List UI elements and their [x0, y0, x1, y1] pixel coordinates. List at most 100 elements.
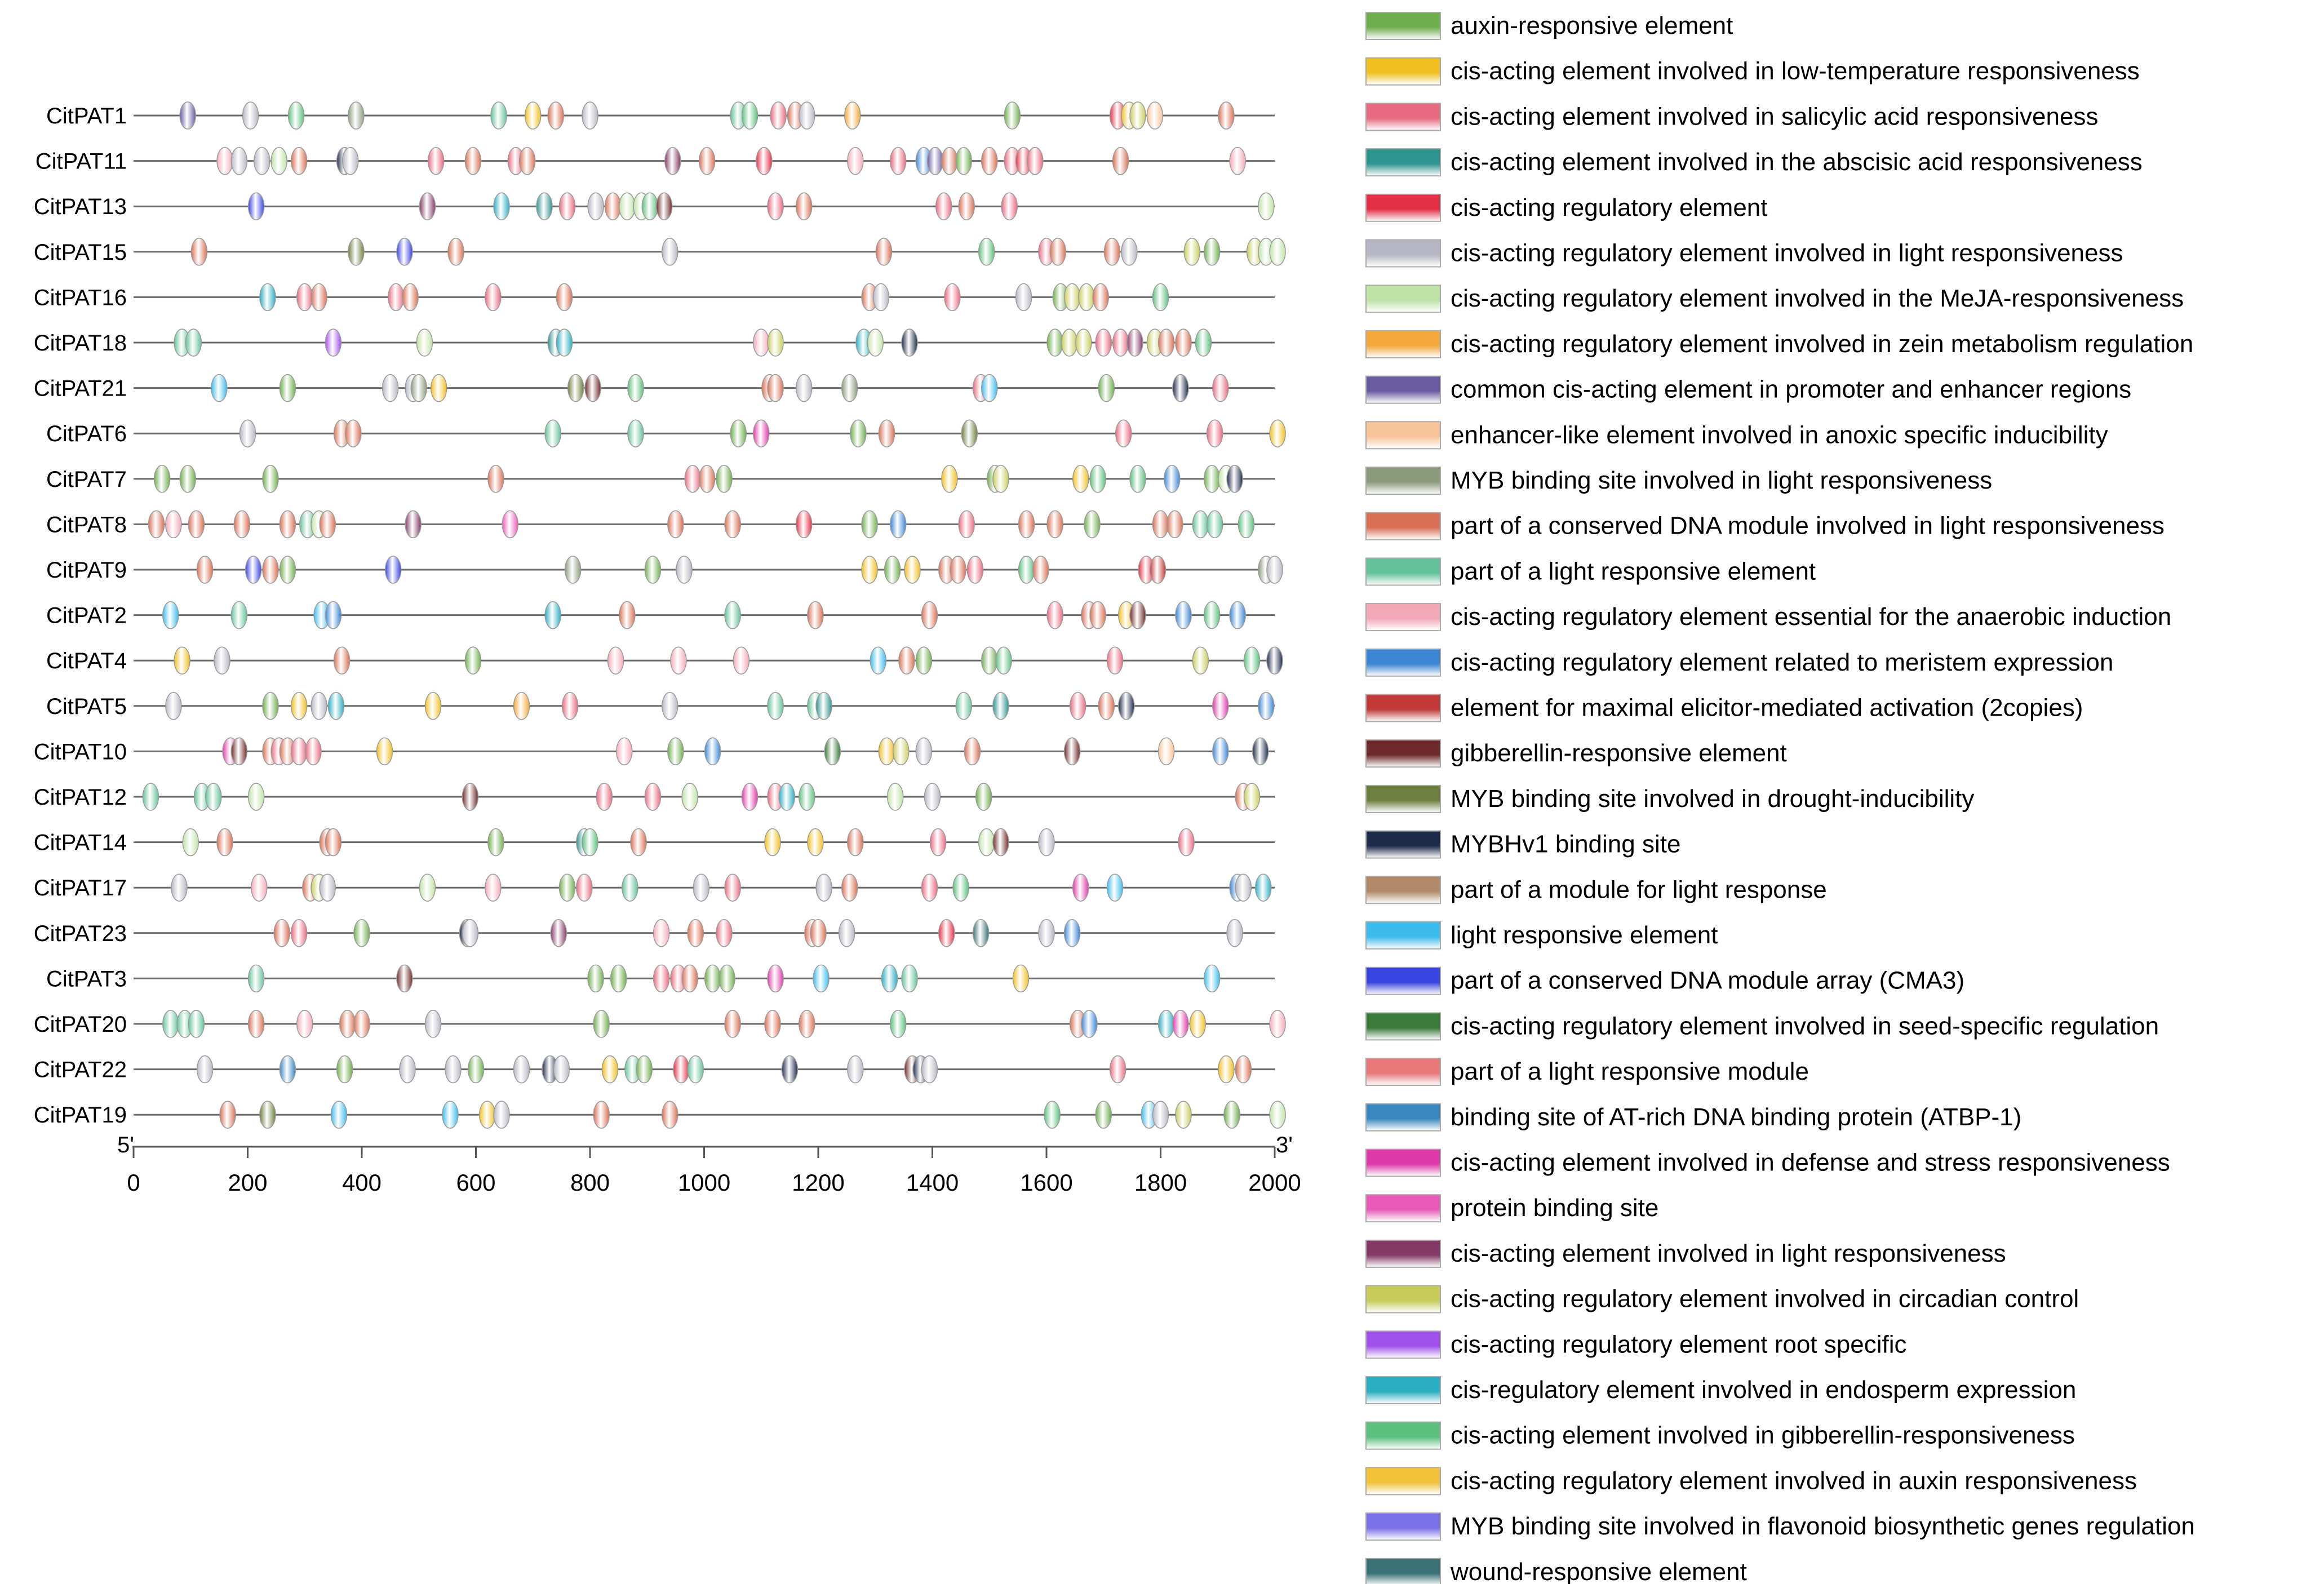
element-marker — [1081, 1010, 1098, 1038]
element-marker — [992, 692, 1009, 720]
element-marker — [619, 601, 636, 629]
element-marker — [841, 374, 858, 402]
gene-label: CitPAT4 — [46, 649, 127, 673]
element-marker — [1146, 101, 1164, 130]
legend-label: cis-acting regulatory element involved i… — [1451, 1467, 2137, 1494]
element-marker — [881, 964, 898, 993]
start-label: 5' — [117, 1133, 134, 1157]
element-marker — [944, 283, 961, 312]
element-marker — [447, 238, 464, 266]
element-marker — [627, 419, 644, 447]
element-marker — [162, 1010, 179, 1038]
element-marker — [410, 374, 427, 402]
element-marker — [995, 646, 1012, 675]
element-marker — [544, 419, 561, 447]
element-marker — [972, 919, 990, 947]
element-marker — [396, 238, 413, 266]
element-marker — [681, 964, 698, 993]
element-marker — [1015, 283, 1032, 312]
element-marker — [142, 783, 159, 811]
element-marker — [1109, 1055, 1126, 1084]
legend: auxin-responsive element cis-acting eleme… — [1365, 12, 2195, 1584]
legend-swatch — [1365, 1148, 1441, 1177]
element-marker — [1175, 1101, 1192, 1129]
element-marker — [795, 374, 813, 402]
element-marker — [214, 646, 230, 675]
legend-swatch — [1365, 148, 1441, 177]
gene-label: CitPAT16 — [34, 285, 127, 310]
element-marker — [1061, 329, 1078, 357]
gene-track-CitPAT5: CitPAT5 — [46, 692, 1275, 720]
legend-label: part of a light responsive element — [1451, 557, 1816, 585]
element-marker — [764, 1010, 781, 1038]
element-marker — [1203, 601, 1221, 629]
legend-item: cis-acting regulatory element — [1365, 193, 1767, 222]
element-marker — [593, 1101, 610, 1129]
element-marker — [1226, 919, 1243, 947]
element-marker — [464, 147, 482, 175]
legend-item: cis-acting regulatory element related to… — [1365, 648, 2113, 677]
element-marker — [1206, 510, 1223, 539]
legend-item: cis-acting regulatory element involved i… — [1365, 239, 2123, 268]
element-marker — [384, 556, 402, 584]
element-marker — [230, 147, 248, 175]
gene-track-CitPAT16: CitPAT16 — [34, 283, 1275, 312]
element-marker — [1269, 419, 1286, 447]
element-marker — [1218, 1055, 1235, 1084]
gene-track-CitPAT23: CitPAT23 — [34, 919, 1275, 947]
gene-track-CitPAT8: CitPAT8 — [46, 510, 1275, 539]
gene-label: CitPAT20 — [34, 1012, 127, 1037]
legend-label: binding site of AT-rich DNA binding prot… — [1451, 1103, 2021, 1131]
element-marker — [813, 964, 830, 993]
element-marker — [296, 283, 313, 312]
element-marker — [296, 1010, 313, 1038]
element-marker — [810, 919, 827, 947]
legend-item: MYB binding site involved in light respo… — [1365, 467, 1992, 495]
element-marker — [279, 556, 296, 584]
element-marker — [247, 1010, 265, 1038]
element-marker — [179, 465, 196, 493]
element-marker — [958, 192, 975, 220]
element-marker — [179, 101, 196, 130]
element-marker — [513, 692, 530, 720]
gene-label: CitPAT19 — [34, 1103, 127, 1128]
element-marker — [342, 147, 359, 175]
element-marker — [1069, 692, 1086, 720]
element-marker — [1032, 556, 1049, 584]
element-marker — [1098, 374, 1115, 402]
legend-swatch — [1365, 876, 1441, 904]
gene-label: CitPAT10 — [34, 739, 127, 764]
legend-item: wound-responsive element — [1365, 1558, 1747, 1584]
element-marker — [416, 329, 433, 357]
element-marker — [716, 919, 733, 947]
element-marker — [239, 419, 256, 447]
element-marker — [558, 192, 576, 220]
element-marker — [915, 737, 933, 766]
element-marker — [279, 1055, 296, 1084]
element-marker — [1218, 101, 1235, 130]
element-marker — [259, 1101, 276, 1129]
legend-item: MYB binding site involved in flavonoid b… — [1365, 1512, 2195, 1541]
element-marker — [878, 419, 895, 447]
element-marker — [185, 329, 202, 357]
element-marker — [890, 1010, 907, 1038]
element-marker — [778, 783, 796, 811]
element-marker — [799, 1010, 815, 1038]
element-marker — [188, 1010, 205, 1038]
legend-swatch — [1365, 1467, 1441, 1496]
gene-track-CitPAT18: CitPAT18 — [34, 329, 1275, 357]
element-marker — [339, 1010, 356, 1038]
element-marker — [1229, 601, 1246, 629]
element-marker — [247, 783, 265, 811]
element-marker — [841, 873, 858, 902]
legend-swatch — [1365, 330, 1441, 358]
element-marker — [427, 147, 445, 175]
element-marker — [196, 556, 214, 584]
element-marker — [950, 556, 966, 584]
element-marker — [799, 101, 815, 130]
element-marker — [753, 329, 770, 357]
element-marker — [1038, 919, 1055, 947]
legend-swatch — [1365, 1512, 1441, 1541]
element-marker — [1118, 692, 1135, 720]
element-marker — [396, 964, 413, 993]
